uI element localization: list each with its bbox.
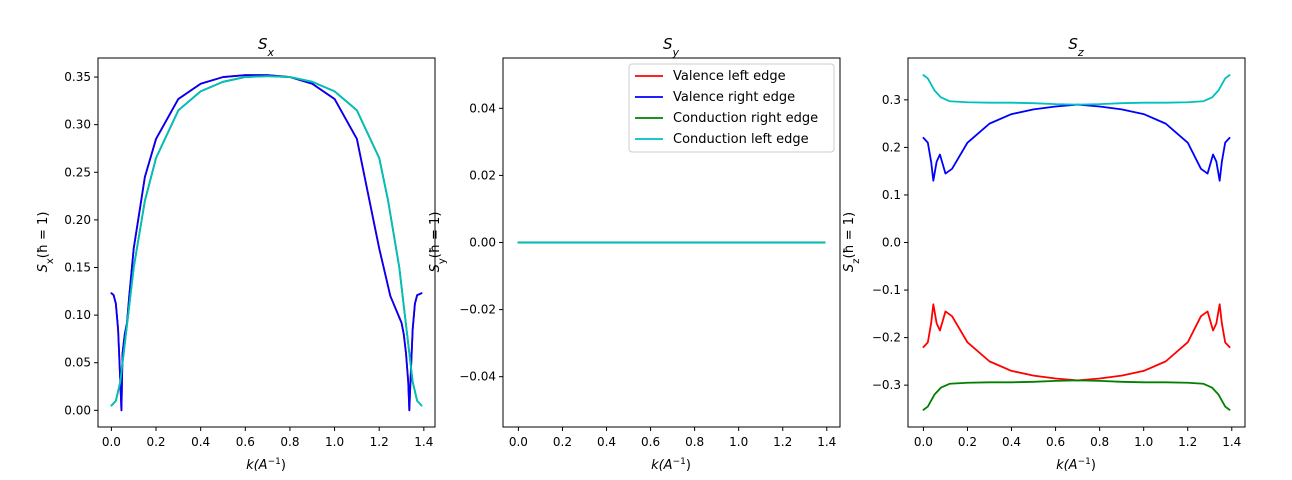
legend-label-valence-right: Valence right edge [673,90,795,105]
x-tick-label: 0.0 [914,435,933,449]
x-tick-label: 0.2 [958,435,977,449]
y-tick-label: 0.00 [469,236,496,250]
x-tick-label: 1.0 [729,435,748,449]
x-tick-label: 0.0 [102,435,121,449]
x-tick-label: 0.8 [280,435,299,449]
panel-sz: Sz k(A−1) Sz(ħ = 1) 0.0 0.2 0.4 0.6 0.8 1.0 1.… [842,35,1246,473]
x-tick-label: 0.8 [1090,435,1109,449]
legend: Valence left edge Valence right edge Con… [628,63,835,153]
legend-label-conduction-right: Conduction right edge [673,111,818,126]
y-tick-label: 0.0 [882,236,901,250]
x-tick-label: 1.0 [1134,435,1153,449]
y-tick-label: −0.2 [872,331,901,345]
y-axis-label: Sy(ħ = 1) [428,212,448,273]
legend-frame [628,63,835,153]
y-tick-label: 0.20 [64,213,91,227]
panel-title: Sy [663,35,680,59]
y-tick-label: 0.35 [64,70,91,84]
x-tick-label: 0.2 [553,435,572,449]
legend-label-valence-left: Valence left edge [673,69,786,84]
panel-title: Sx [258,35,275,59]
x-tick-label: 0.8 [685,435,704,449]
y-tick-label: 0.25 [64,165,91,179]
y-tick-label: −0.1 [872,283,901,297]
x-tick-label: 1.2 [1178,435,1197,449]
y-axis-label: Sz(ħ = 1) [842,212,862,272]
panel-sy: Sy k(A−1) Sy(ħ = 1) 0.0 0.2 0.4 0.6 0.8 1.0 1.… [428,35,841,473]
series-line-conduction-right [922,379,1231,411]
x-tick-label: 0.6 [236,435,255,449]
x-tick-label: 1.4 [817,435,836,449]
series-line-conduction-left [922,74,1231,106]
x-tick-label: 0.4 [597,435,616,449]
y-tick-label: −0.3 [872,378,901,392]
x-tick-label: 1.0 [325,435,344,449]
series-group [110,74,423,412]
y-tick-label: 0.2 [882,140,901,154]
x-tick-label: 1.4 [1222,435,1241,449]
panel-sx: Sx k(A−1) Sx(ħ = 1) 0.0 0.2 0.4 0.6 0.8 1.0 1.… [36,35,436,473]
x-axis-label: k(A−1) [246,457,286,473]
x-tick-label: 1.4 [414,435,433,449]
legend-label-conduction-left: Conduction left edge [673,132,809,147]
series-line-conduction-left [110,75,423,407]
y-tick-label: 0.04 [469,101,496,115]
y-tick-label: 0.02 [469,168,496,182]
y-tick-label: 0.30 [64,118,91,132]
y-tick-label: 0.05 [64,356,91,370]
x-axis-label: k(A−1) [651,457,691,473]
y-tick-label: 0.3 [882,93,901,107]
x-tick-label: 0.4 [1002,435,1021,449]
x-tick-label: 0.0 [509,435,528,449]
x-tick-label: 0.6 [1046,435,1065,449]
x-tick-label: 0.4 [191,435,210,449]
x-tick-label: 1.2 [773,435,792,449]
y-axis-label: Sx(ħ = 1) [36,212,56,273]
y-tick-label: 0.1 [882,188,901,202]
x-axis-label: k(A−1) [1056,457,1096,473]
x-tick-label: 0.6 [641,435,660,449]
series-group [922,74,1231,411]
panel-title: Sz [1068,35,1084,59]
y-tick-label: −0.04 [459,370,496,384]
y-tick-label: −0.02 [459,303,496,317]
y-tick-label: 0.15 [64,260,91,274]
x-tick-label: 1.2 [370,435,389,449]
axes-frame [97,57,436,428]
y-tick-label: 0.10 [64,308,91,322]
y-tick-label: 0.00 [64,403,91,417]
x-tick-label: 0.2 [146,435,165,449]
